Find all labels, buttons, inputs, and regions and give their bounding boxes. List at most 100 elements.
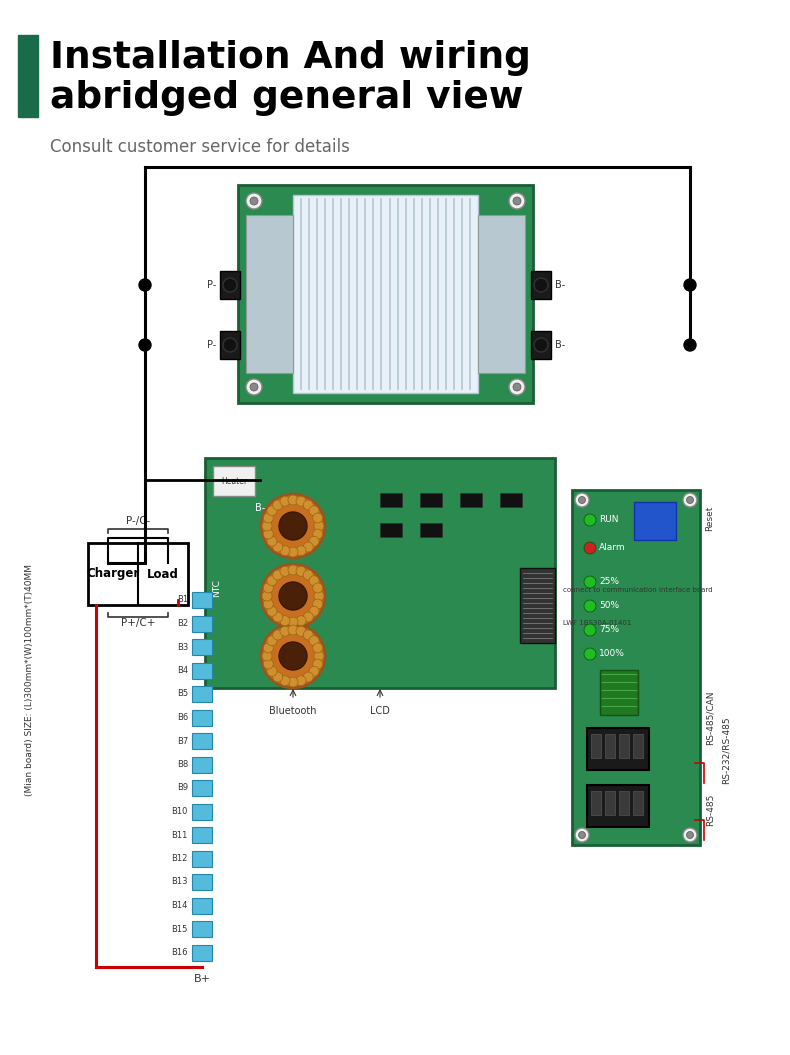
Circle shape xyxy=(262,591,272,601)
Text: B-: B- xyxy=(555,340,566,350)
Bar xyxy=(605,791,615,816)
Bar xyxy=(213,466,255,496)
Text: B7: B7 xyxy=(177,736,188,746)
Text: B3: B3 xyxy=(177,642,188,652)
Bar xyxy=(192,804,212,820)
Circle shape xyxy=(313,599,323,609)
Circle shape xyxy=(309,636,319,646)
Bar xyxy=(619,734,629,757)
Bar xyxy=(192,827,212,843)
Circle shape xyxy=(584,648,596,660)
Circle shape xyxy=(303,630,314,640)
Bar xyxy=(531,271,551,299)
Text: RS-485: RS-485 xyxy=(706,793,715,826)
Text: B8: B8 xyxy=(177,760,188,769)
Text: Alarm: Alarm xyxy=(599,543,626,553)
Circle shape xyxy=(313,642,323,653)
Text: B4: B4 xyxy=(177,666,188,675)
Text: B13: B13 xyxy=(171,878,188,886)
Circle shape xyxy=(273,672,283,682)
Bar xyxy=(591,734,601,757)
Circle shape xyxy=(575,493,589,507)
Bar xyxy=(619,791,629,816)
Circle shape xyxy=(263,513,273,523)
Circle shape xyxy=(263,659,273,669)
Circle shape xyxy=(261,564,325,628)
Circle shape xyxy=(314,521,324,531)
Circle shape xyxy=(279,642,307,670)
Text: 100%: 100% xyxy=(599,650,625,658)
Circle shape xyxy=(509,379,525,395)
Circle shape xyxy=(296,675,306,686)
Text: Load: Load xyxy=(147,568,179,580)
Bar xyxy=(600,670,638,715)
Bar xyxy=(520,568,555,642)
Text: P-: P- xyxy=(207,340,216,350)
Text: B-: B- xyxy=(255,503,265,513)
Circle shape xyxy=(267,536,277,546)
Circle shape xyxy=(303,500,314,510)
Text: B12: B12 xyxy=(171,853,188,863)
Circle shape xyxy=(683,493,697,507)
Circle shape xyxy=(687,831,694,839)
Circle shape xyxy=(513,197,521,205)
Circle shape xyxy=(273,630,283,640)
Circle shape xyxy=(280,627,290,636)
Bar xyxy=(192,874,212,890)
Circle shape xyxy=(246,193,262,209)
Circle shape xyxy=(273,500,283,510)
Bar xyxy=(633,791,643,816)
Bar xyxy=(88,543,188,605)
Circle shape xyxy=(267,505,277,516)
Text: RS-232/RS-485: RS-232/RS-485 xyxy=(722,716,731,784)
Bar xyxy=(587,728,649,770)
Bar xyxy=(192,898,212,914)
Bar xyxy=(380,493,402,507)
Circle shape xyxy=(309,536,319,546)
Circle shape xyxy=(280,545,290,556)
Bar xyxy=(192,615,212,632)
Text: B6: B6 xyxy=(177,713,188,722)
Circle shape xyxy=(584,542,596,554)
Circle shape xyxy=(303,570,314,580)
Circle shape xyxy=(261,624,325,688)
Circle shape xyxy=(280,616,290,626)
Circle shape xyxy=(684,339,696,351)
Bar xyxy=(192,780,212,797)
Circle shape xyxy=(288,565,298,575)
Text: Consult customer service for details: Consult customer service for details xyxy=(50,138,350,156)
Circle shape xyxy=(279,512,307,540)
Circle shape xyxy=(263,599,273,609)
Bar xyxy=(238,185,533,403)
Text: B1: B1 xyxy=(177,595,188,605)
Text: Bluetooth: Bluetooth xyxy=(269,706,317,716)
Circle shape xyxy=(288,546,298,557)
Text: B5: B5 xyxy=(177,690,188,698)
Bar xyxy=(246,215,293,373)
Circle shape xyxy=(584,514,596,526)
Circle shape xyxy=(263,529,273,539)
Circle shape xyxy=(309,667,319,676)
Bar xyxy=(572,490,700,845)
Circle shape xyxy=(683,828,697,842)
Circle shape xyxy=(303,612,314,622)
Circle shape xyxy=(262,521,272,531)
Circle shape xyxy=(313,659,323,669)
Text: P-/C-: P-/C- xyxy=(126,516,150,526)
Circle shape xyxy=(267,607,277,616)
Bar xyxy=(192,756,212,772)
Circle shape xyxy=(309,607,319,616)
Circle shape xyxy=(280,496,290,506)
Bar xyxy=(380,523,402,537)
Bar xyxy=(192,686,212,702)
Text: RUN: RUN xyxy=(599,516,619,524)
Circle shape xyxy=(584,624,596,636)
Circle shape xyxy=(578,831,585,839)
Circle shape xyxy=(250,383,258,391)
Bar xyxy=(460,493,482,507)
Bar xyxy=(192,663,212,678)
Circle shape xyxy=(223,338,237,352)
Text: LWF 1BS30A-01401: LWF 1BS30A-01401 xyxy=(563,620,631,626)
Bar xyxy=(18,35,38,117)
Bar xyxy=(220,331,240,359)
